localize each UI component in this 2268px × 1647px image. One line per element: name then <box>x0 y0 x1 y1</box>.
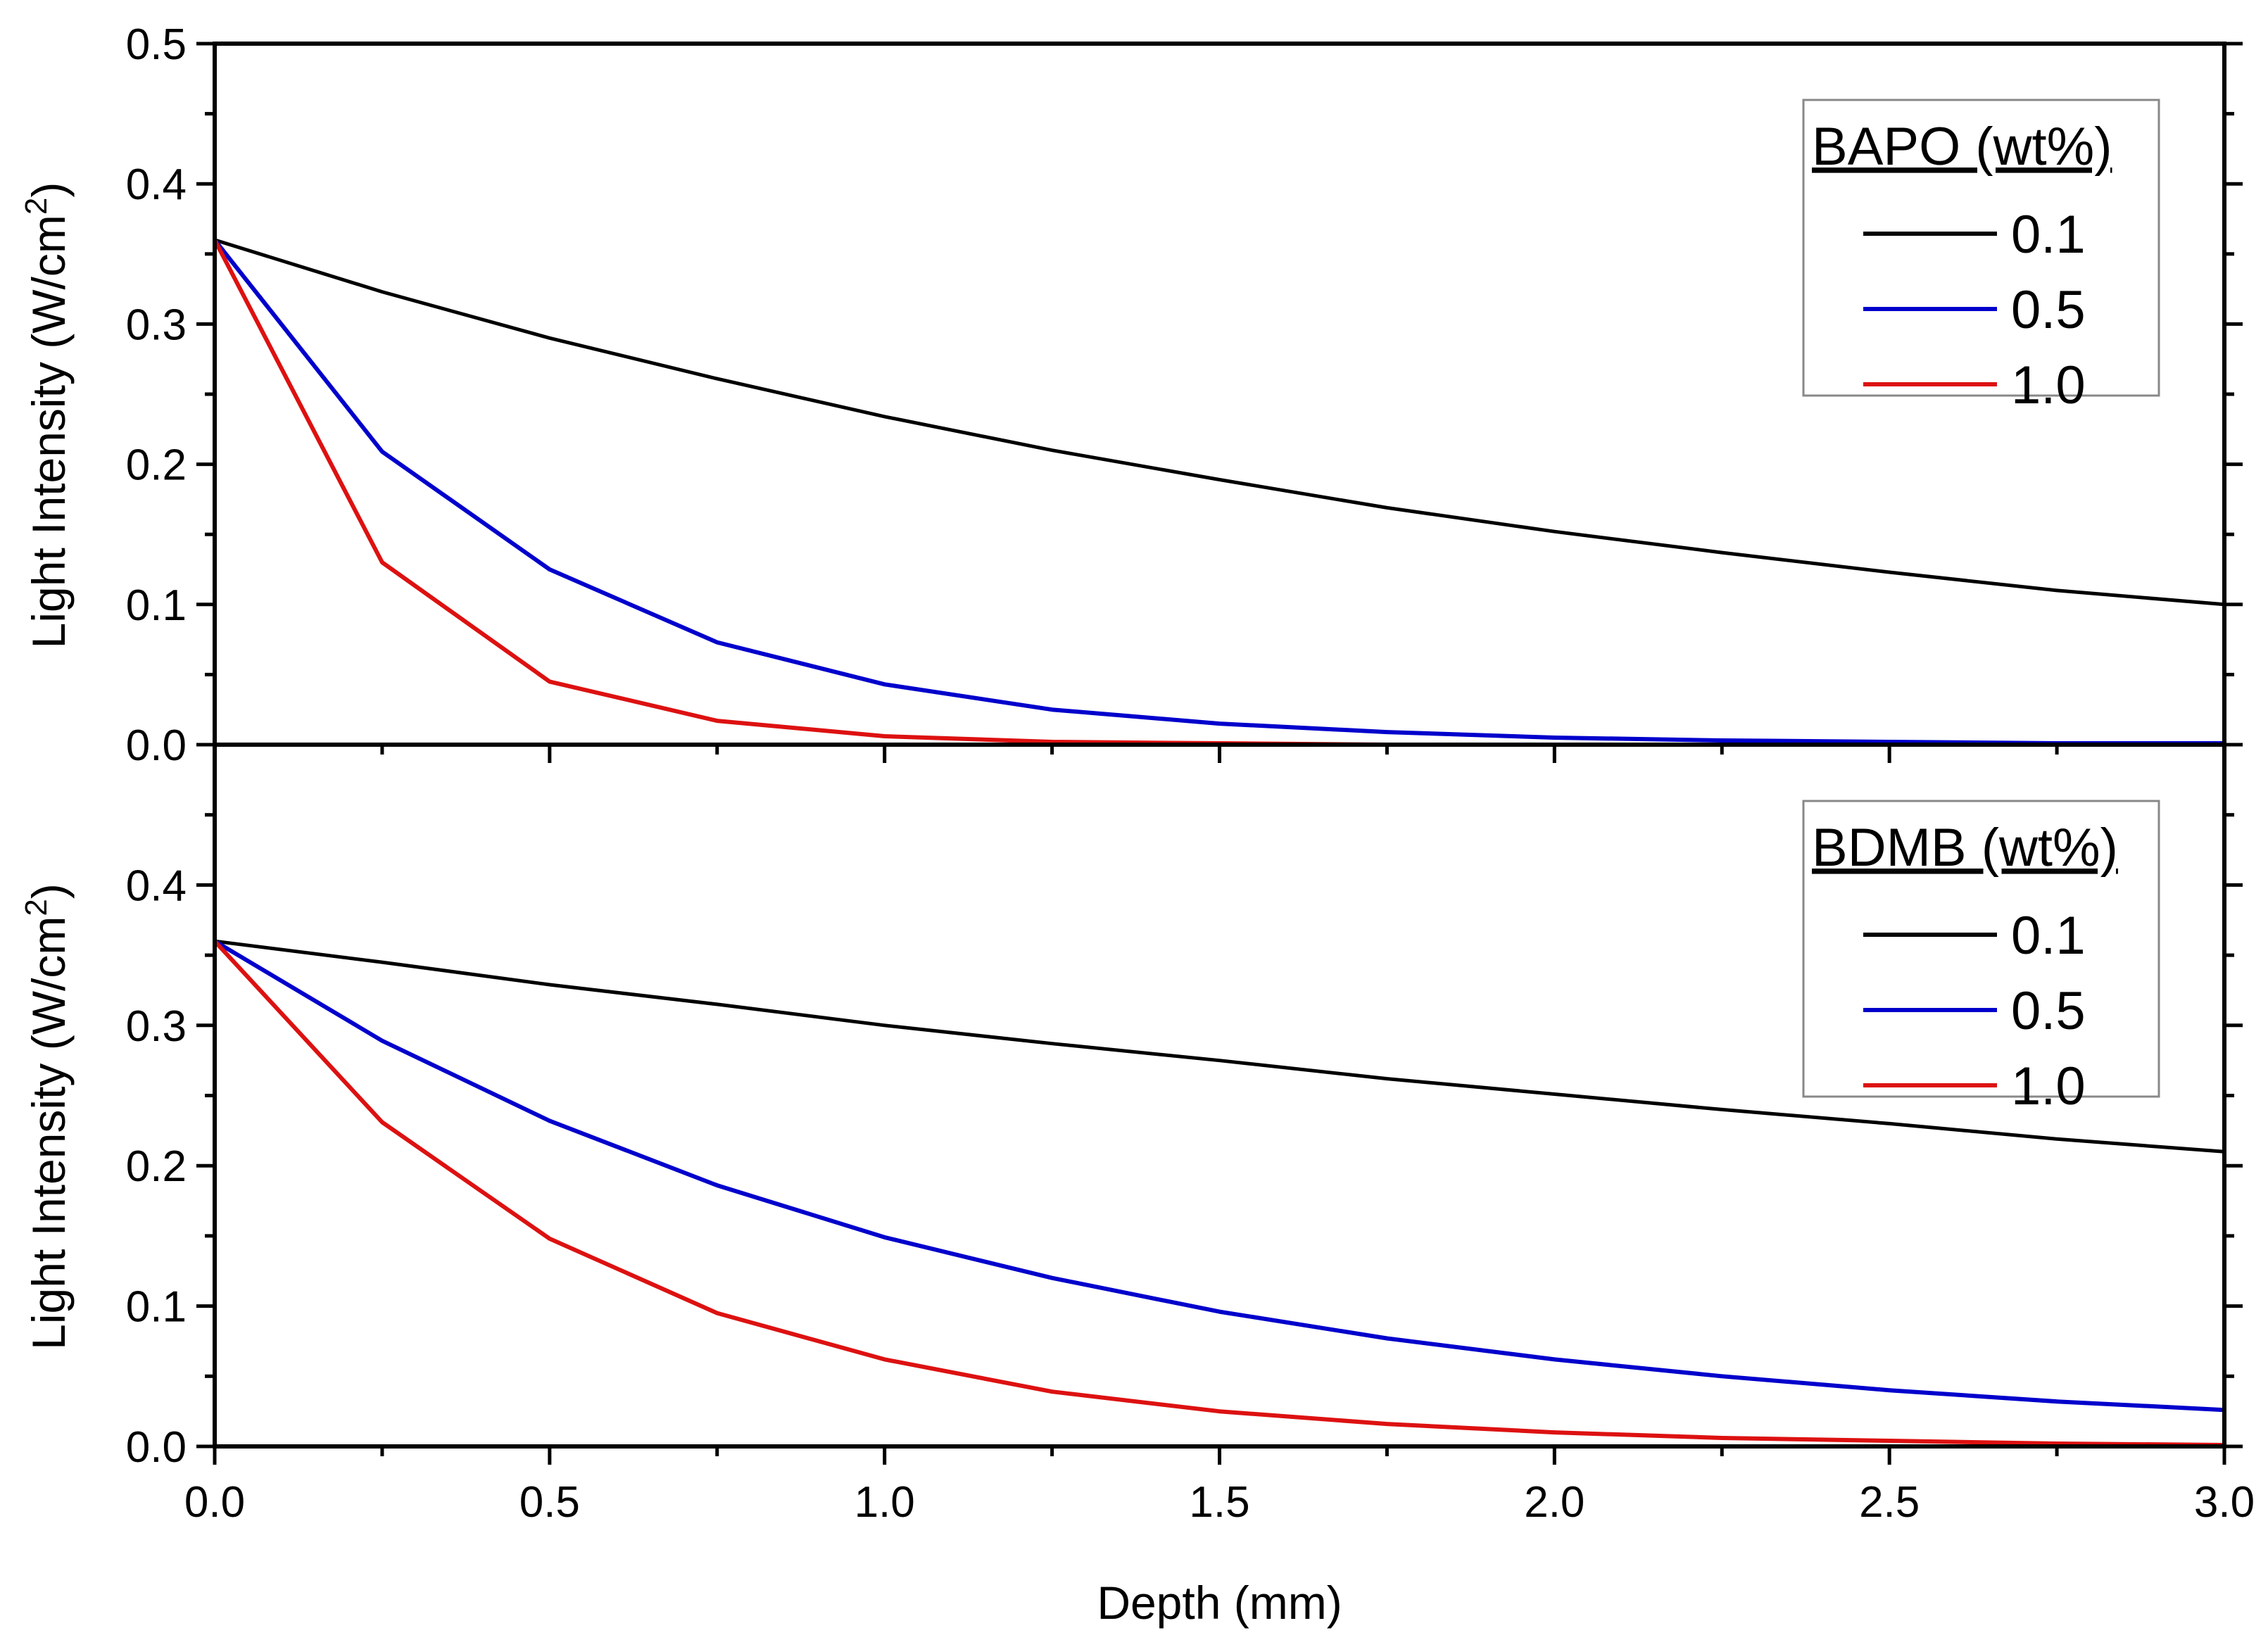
panel-top-ylabel-sup: 2 <box>19 198 53 215</box>
y-tick-label: 0.0 <box>126 721 187 770</box>
series-line-0.1 <box>214 238 2225 607</box>
legend-label-0.1: 0.1 <box>2011 205 2086 265</box>
panel-bottom-tick-labels: 0.0 0.1 0.2 0.3 0.4 0.0 0.5 1.0 1.5 2.0 2.5 3.0 <box>126 862 2255 1527</box>
legend-label-1.0: 1.0 <box>2011 1056 2086 1116</box>
panel-top-legend-items: 0.1 0.5 1.0 <box>1863 205 2086 415</box>
y-tick-label: 0.3 <box>126 1002 187 1051</box>
series-line-1.0 <box>213 940 2225 1447</box>
y-tick-label: 0.1 <box>126 1283 187 1332</box>
x-tick-label: 0.0 <box>184 1478 245 1527</box>
panel-top-legend-box <box>1802 99 2160 397</box>
panel-bottom-frame <box>213 743 2226 1449</box>
panel-bottom-ylabel-close: ) <box>23 883 75 899</box>
y-tick-label: 0.2 <box>126 1142 187 1191</box>
panel-bottom-ylabel-sup: 2 <box>19 899 53 916</box>
panel-top-legend: BAPO (wt%) 0.1 0.5 1.0 <box>1802 99 2160 415</box>
y-tick-label: 0.4 <box>126 862 187 910</box>
panel-top-ylabel-close: ) <box>23 182 75 198</box>
y-tick-label: 0.2 <box>126 441 187 490</box>
panel-top-ylabel-main: Light Intensity (W/cm <box>23 215 75 648</box>
y-tick-label: 0.0 <box>126 1423 187 1472</box>
legend-label-0.5: 0.5 <box>2011 981 2086 1041</box>
x-tick-label: 0.5 <box>519 1478 580 1527</box>
legend-label-0.1: 0.1 <box>2011 906 2086 966</box>
panel-bottom-legend-box <box>1802 800 2160 1098</box>
series-line-0.5 <box>213 939 2225 1413</box>
panel-bottom-legend-items: 0.1 0.5 1.0 <box>1863 906 2086 1116</box>
x-tick-label: 2.5 <box>1859 1478 1920 1527</box>
panel-bottom-ylabel-main: Light Intensity (W/cm <box>23 916 75 1350</box>
series-line-0.1 <box>214 939 2225 1154</box>
y-tick-label: 0.3 <box>126 301 187 349</box>
x-tick-label: 1.5 <box>1189 1478 1249 1527</box>
series-line-0.5 <box>213 239 2224 745</box>
x-tick-label: 3.0 <box>2194 1478 2255 1527</box>
x-tick-label: 1.0 <box>855 1478 915 1527</box>
y-tick-label: 0.5 <box>126 20 187 69</box>
x-tick-label: 2.0 <box>1524 1478 1585 1527</box>
y-tick-label: 0.1 <box>126 581 187 630</box>
panel-bottom-ylabel: Light Intensity (W/cm2) <box>19 883 75 1350</box>
legend-label-1.0: 1.0 <box>2011 355 2086 415</box>
panel-top-tick-labels: 0.0 0.1 0.2 0.3 0.4 0.5 <box>126 20 187 770</box>
panel-bottom-legend-title: BDMB (wt%) <box>1812 818 2118 878</box>
y-tick-label: 0.4 <box>126 160 187 209</box>
panel-bottom-ticks <box>196 743 2243 1465</box>
x-axis-label: Depth (mm) <box>1097 1577 1342 1629</box>
panel-top-legend-title: BAPO (wt%) <box>1812 117 2112 177</box>
panel-top-ylabel: Light Intensity (W/cm2) <box>19 182 75 649</box>
panel-bottom: 0.0 0.1 0.2 0.3 0.4 0.0 0.5 1.0 1.5 2.0 2.5 3.0 Lig… <box>19 743 2255 1629</box>
panel-bottom-legend: BDMB (wt%) 0.1 0.5 1.0 <box>1802 800 2160 1116</box>
panel-bottom-lines <box>213 939 2225 1447</box>
legend-label-0.5: 0.5 <box>2011 280 2086 340</box>
